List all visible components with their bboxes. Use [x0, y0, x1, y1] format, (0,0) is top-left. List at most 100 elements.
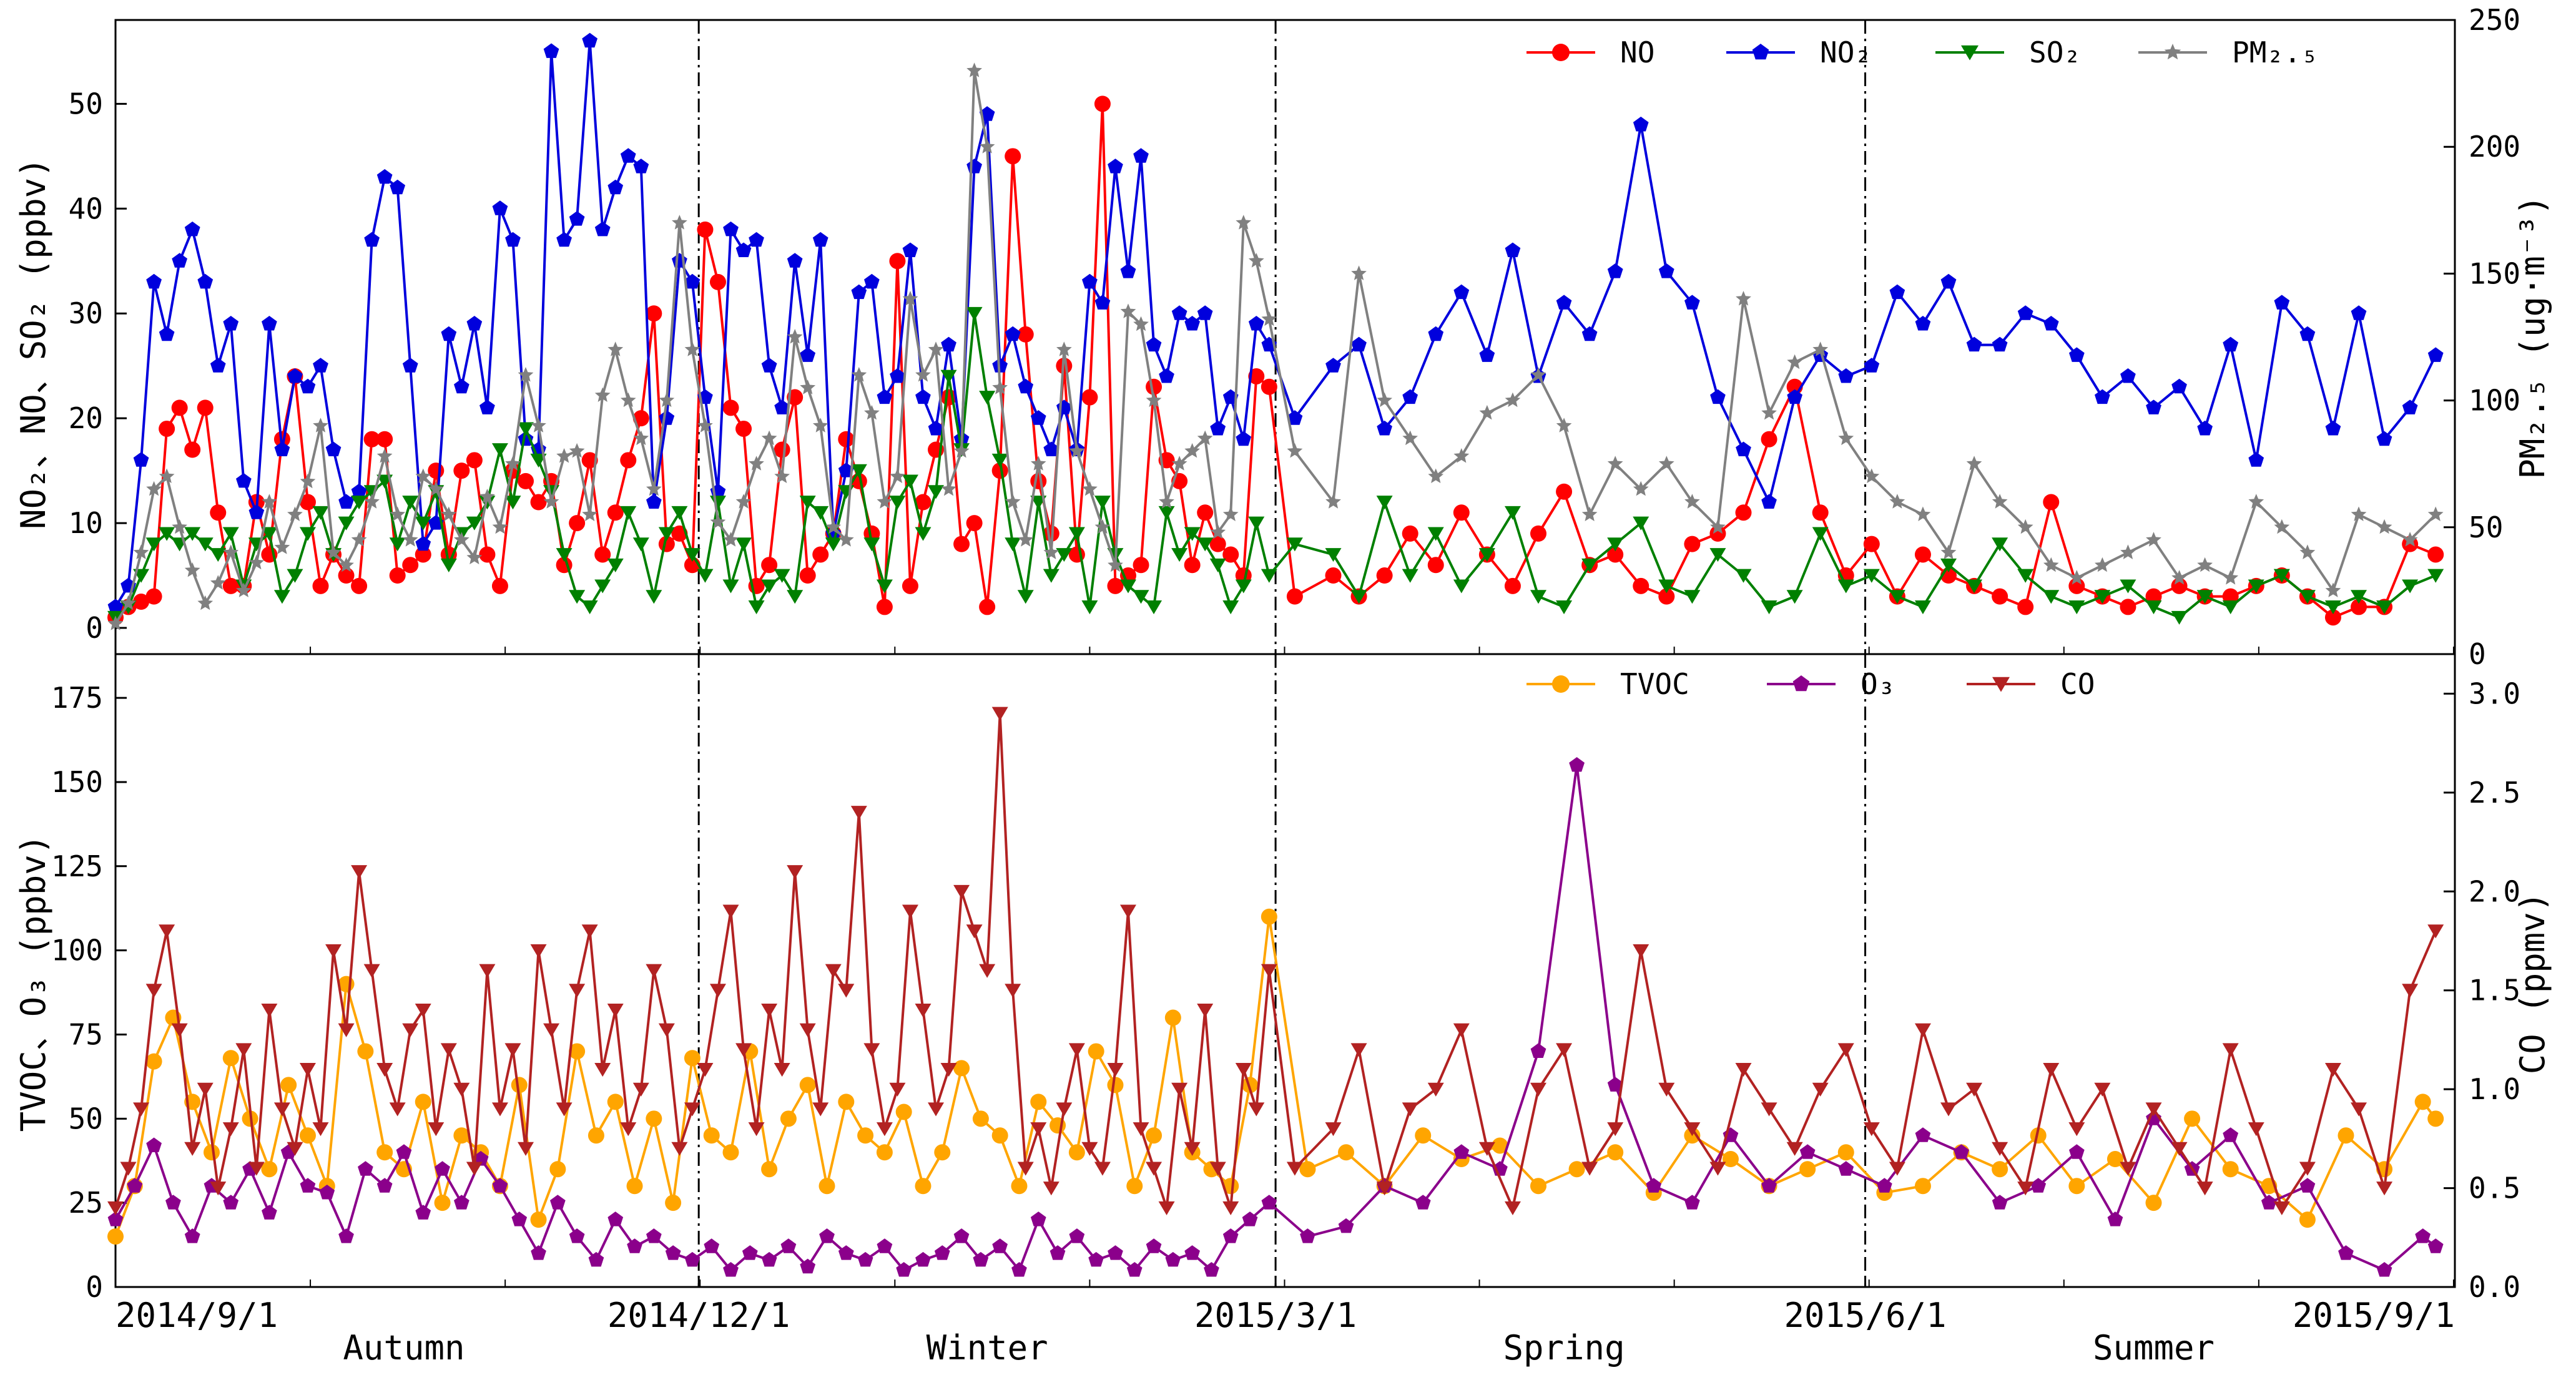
data-point — [1286, 1162, 1303, 1176]
data-point — [518, 367, 534, 382]
data-point — [1209, 558, 1226, 572]
data-point — [1786, 590, 1803, 604]
data-point — [1158, 506, 1175, 520]
data-point — [1607, 1122, 1624, 1137]
data-point — [2261, 1195, 2277, 1210]
data-point — [684, 1050, 701, 1067]
data-point — [1581, 558, 1598, 572]
data-point — [2222, 1161, 2239, 1178]
data-point — [319, 1185, 335, 1200]
data-point — [1017, 1162, 1034, 1176]
data-point — [1453, 284, 1470, 300]
data-point — [1478, 1142, 1495, 1156]
data-point — [787, 865, 804, 879]
data-point — [787, 329, 803, 344]
data-point — [991, 462, 1008, 479]
data-point — [665, 1195, 682, 1211]
data-point — [928, 420, 944, 436]
data-point — [838, 431, 855, 448]
data-point — [1338, 1218, 1354, 1233]
data-point — [1684, 1122, 1701, 1137]
data-point — [543, 494, 559, 509]
data-point — [620, 1122, 637, 1137]
data-point — [812, 232, 828, 247]
data-point — [973, 1251, 989, 1267]
data-point — [671, 506, 688, 520]
data-point — [665, 1245, 681, 1260]
data-point — [1248, 253, 1264, 268]
data-point — [389, 537, 406, 552]
data-point — [1068, 1043, 1085, 1057]
data-point — [550, 1195, 566, 1210]
data-point — [184, 527, 201, 541]
data-point — [876, 599, 893, 615]
data-point — [1146, 1127, 1163, 1144]
data-point — [1761, 1178, 1777, 1193]
data-point — [197, 595, 214, 610]
data-point — [1146, 1162, 1163, 1176]
data-point — [504, 1043, 521, 1057]
data-point — [991, 707, 1008, 721]
data-point — [1427, 557, 1444, 574]
data-point — [1377, 420, 1392, 436]
data-point — [197, 273, 214, 289]
data-point — [492, 519, 508, 534]
data-point — [1088, 1251, 1104, 1267]
data-point — [607, 1003, 624, 1018]
legend-marker — [1752, 44, 1769, 60]
data-point — [2223, 1127, 2239, 1142]
series-line — [114, 313, 2436, 619]
data-point — [1415, 1127, 1432, 1144]
bottom-series-co — [107, 707, 2444, 1215]
data-point — [1761, 1102, 1777, 1117]
data-point — [646, 494, 662, 509]
data-point — [1094, 295, 1111, 310]
data-point — [761, 557, 778, 574]
data-point — [389, 567, 406, 584]
data-point — [1787, 389, 1802, 404]
data-point — [774, 399, 790, 414]
data-point — [1607, 263, 1623, 278]
data-point — [1107, 577, 1124, 594]
data-point — [1159, 368, 1174, 383]
data-point — [735, 494, 752, 509]
data-point — [1107, 1063, 1124, 1077]
data-point — [800, 1258, 816, 1274]
data-point — [262, 494, 277, 509]
data-point — [1838, 430, 1854, 446]
data-point — [2402, 984, 2419, 998]
data-point — [390, 179, 406, 195]
data-point — [915, 527, 932, 541]
data-point — [890, 468, 905, 483]
data-point — [581, 452, 598, 469]
data-point — [454, 378, 469, 394]
data-point — [1530, 590, 1546, 604]
data-point — [877, 494, 893, 509]
data-point — [620, 506, 637, 520]
data-point — [607, 504, 624, 521]
data-point — [1992, 494, 2008, 509]
data-point — [325, 441, 342, 456]
top-ytick-left-label: 30 — [69, 296, 103, 330]
data-point — [966, 62, 982, 77]
data-point — [1864, 468, 1880, 483]
data-point — [1081, 389, 1098, 406]
data-point — [819, 1178, 835, 1195]
data-point — [479, 399, 495, 414]
data-point — [1146, 600, 1163, 615]
legends: NO NO₂ SO₂ PM₂.₅ TVOC O₃ CO — [1526, 36, 2318, 701]
legend-label: NO₂ — [1820, 36, 1872, 69]
data-point — [358, 1161, 373, 1176]
data-point — [1684, 494, 1700, 509]
data-point — [928, 485, 945, 499]
data-point — [1504, 577, 1521, 594]
data-point — [594, 1063, 611, 1077]
data-point — [1184, 443, 1200, 458]
data-point — [582, 506, 597, 521]
data-point — [934, 1144, 951, 1161]
bottom-ytick-left-label: 175 — [51, 681, 103, 715]
data-point — [915, 1003, 932, 1018]
data-point — [780, 1238, 797, 1253]
data-point — [594, 387, 611, 402]
data-point — [299, 1127, 316, 1144]
